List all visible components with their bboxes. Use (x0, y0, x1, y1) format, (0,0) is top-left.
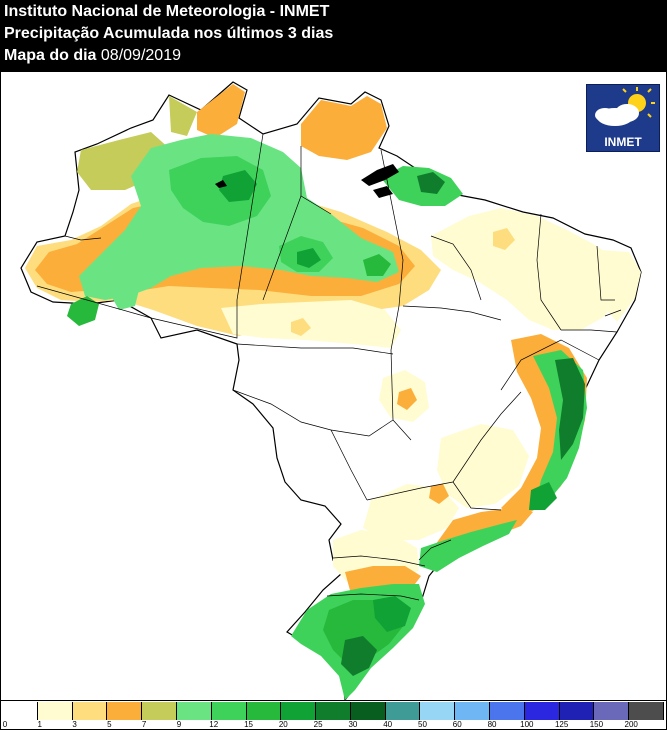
sun-cloud-icon (595, 87, 655, 126)
region-north-top-olive (169, 96, 197, 136)
legend-tick-label: 80 (487, 720, 497, 729)
legend-swatch (455, 702, 491, 720)
precipitation-legend: 0 1 3 5 7 9 12 15 20 25 30 40 50 60 80 100 125 150 200 (0, 700, 667, 730)
legend-tick-label: 9 (176, 720, 182, 729)
legend-swatch (3, 702, 38, 720)
legend-swatch (72, 702, 108, 720)
region-eastcoast-south-darkgreen (529, 482, 557, 510)
region-northeast-cream (431, 208, 621, 330)
region-amapa-orange (301, 96, 387, 160)
legend-swatch (316, 702, 351, 720)
region-northeast-orange-spot (493, 228, 515, 250)
map-header: Instituto Nacional de Meteorologia - INM… (0, 0, 667, 72)
region-amazon-green-se (363, 254, 391, 276)
institution-title: Instituto Nacional de Meteorologia - INM… (4, 3, 330, 20)
legend-tick-label: 5 (107, 720, 112, 729)
region-south-darkgreen-2 (373, 596, 411, 632)
region-southeast-cream (437, 424, 529, 508)
region-southeast-orange-spot (429, 484, 449, 504)
region-central-cream (221, 300, 401, 348)
legend-tick-label: 25 (313, 720, 323, 729)
region-southcoast-green (419, 520, 517, 572)
legend-swatch (490, 702, 525, 720)
map-date: Mapa do dia 08/09/2019 (4, 46, 181, 66)
legend-swatch (350, 702, 386, 720)
legend-swatch (594, 702, 630, 720)
region-amazon-darkgreen (219, 170, 257, 202)
legend-tick-label: 20 (278, 720, 288, 729)
legend-tick-label: 200 (624, 720, 638, 729)
region-northeast-east-cream (601, 250, 641, 322)
legend-tick-label: 150 (589, 720, 604, 729)
legend-tick-label: 0 (2, 720, 8, 729)
state-borders (36, 133, 622, 601)
legend-swatch (246, 702, 282, 720)
legend-tick-label: 1 (37, 720, 43, 729)
legend-tick-label: 7 (141, 720, 147, 729)
region-amazon-darkgreen-east (297, 248, 321, 268)
legend-tick-label: 30 (348, 720, 358, 729)
legend-tick-label: 50 (418, 720, 427, 729)
amazon-delta-islands (215, 164, 399, 198)
legend-swatch (524, 702, 560, 720)
legend-tick-label: 60 (452, 720, 462, 729)
precipitation-map (0, 72, 667, 700)
logo-text: INMET (604, 135, 642, 149)
inmet-logo: INMET (586, 84, 660, 152)
legend-swatch (211, 702, 247, 720)
region-central-orange-spot (397, 388, 417, 410)
legend-tick-label: 15 (244, 720, 253, 729)
region-west-lightgreen (109, 284, 139, 310)
region-west-green (67, 296, 99, 326)
legend-tick-label: 100 (520, 720, 534, 729)
legend-swatch (37, 702, 73, 720)
legend-swatch (420, 702, 456, 720)
legend-tick-label: 40 (383, 720, 393, 729)
legend-swatch (385, 702, 421, 720)
brazil-map-svg (20, 81, 642, 700)
legend-swatch (559, 702, 595, 720)
legend-tick-label: 12 (209, 720, 219, 729)
legend-swatch (629, 702, 664, 720)
region-south-darkgreen (341, 636, 377, 676)
legend-swatch (176, 702, 212, 720)
region-northcoast-darkgreen (417, 172, 445, 194)
legend-swatch (281, 702, 317, 720)
legend-swatch (142, 702, 177, 720)
legend-tick-label: 3 (72, 720, 77, 729)
date-label: Mapa do dia (4, 47, 97, 64)
date-value: 08/09/2019 (100, 47, 181, 64)
region-eastcoast-darkgreen (555, 358, 585, 460)
region-mato-spot (291, 318, 311, 336)
region-north-top-orange (197, 84, 245, 138)
product-title: Precipitação Acumulada nos últimos 3 dia… (4, 25, 334, 42)
legend-swatch (107, 702, 143, 720)
legend-tick-label: 125 (554, 720, 569, 729)
